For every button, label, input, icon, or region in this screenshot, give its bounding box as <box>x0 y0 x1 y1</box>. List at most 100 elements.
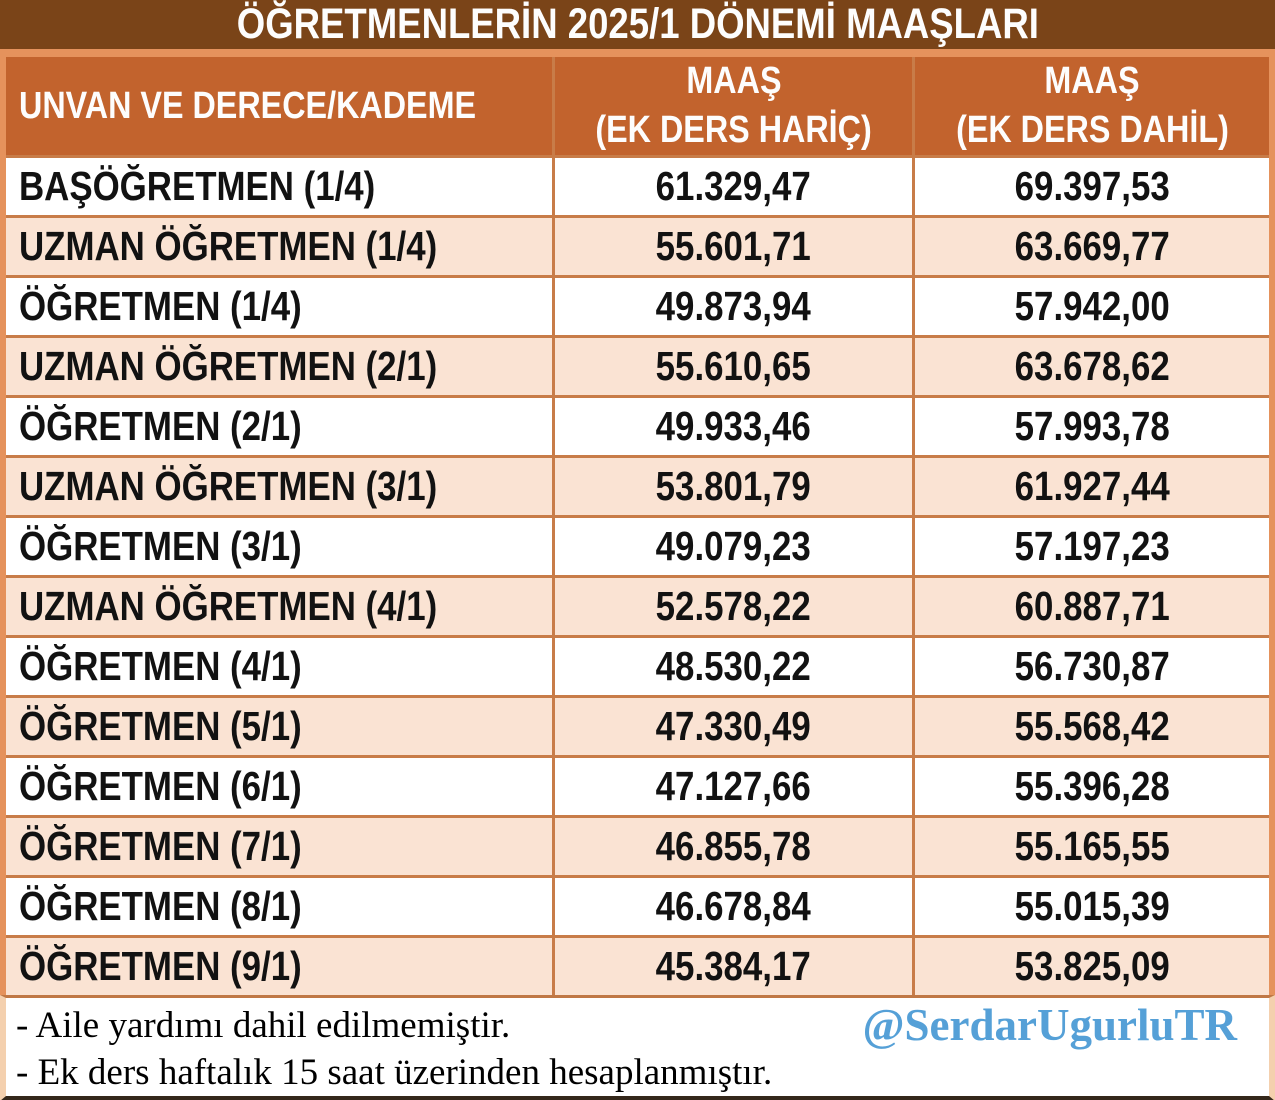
maas-haric-value: 46.678,84 <box>655 883 812 929</box>
table-row: ÖĞRETMEN (1/4) 49.873,94 57.942,00 <box>6 275 1269 335</box>
maas-haric-value: 48.530,22 <box>655 643 812 689</box>
table-row: UZMAN ÖĞRETMEN (2/1) 55.610,65 63.678,62 <box>6 335 1269 395</box>
unvan-cell: ÖĞRETMEN (9/1) <box>6 938 552 995</box>
unvan-cell: UZMAN ÖĞRETMEN (2/1) <box>6 338 552 395</box>
unvan-value: ÖĞRETMEN (6/1) <box>19 763 302 809</box>
maas-dahil-cell: 57.942,00 <box>912 278 1269 335</box>
maas-dahil-line1: MAAŞ <box>1044 60 1140 103</box>
unvan-value: UZMAN ÖĞRETMEN (4/1) <box>19 583 438 629</box>
maas-dahil-value: 55.165,55 <box>1014 823 1170 869</box>
maas-dahil-cell: 55.396,28 <box>912 758 1269 815</box>
maas-haric-cell: 49.873,94 <box>552 278 912 335</box>
maas-dahil-cell: 63.678,62 <box>912 338 1269 395</box>
unvan-value: ÖĞRETMEN (7/1) <box>19 823 302 869</box>
note-ek-ders: - Ek ders haftalık 15 saat üzerinden hes… <box>16 1052 773 1093</box>
unvan-cell: ÖĞRETMEN (4/1) <box>6 638 552 695</box>
unvan-value: UZMAN ÖĞRETMEN (1/4) <box>19 223 438 269</box>
maas-dahil-value: 61.927,44 <box>1014 463 1170 509</box>
footer-line-2: - Ek ders haftalık 15 saat üzerinden hes… <box>16 1051 1259 1094</box>
unvan-cell: UZMAN ÖĞRETMEN (3/1) <box>6 458 552 515</box>
maas-dahil-cell: 63.669,77 <box>912 218 1269 275</box>
maas-haric-cell: 49.933,46 <box>552 398 912 455</box>
table-row: UZMAN ÖĞRETMEN (3/1) 53.801,79 61.927,44 <box>6 455 1269 515</box>
table-row: ÖĞRETMEN (7/1) 46.855,78 55.165,55 <box>6 815 1269 875</box>
unvan-value: UZMAN ÖĞRETMEN (3/1) <box>19 463 438 509</box>
unvan-value: ÖĞRETMEN (9/1) <box>19 943 302 989</box>
maas-haric-value: 61.329,47 <box>655 163 812 209</box>
maas-dahil-cell: 57.993,78 <box>912 398 1269 455</box>
maas-haric-cell: 47.330,49 <box>552 698 912 755</box>
column-header-maas-dahil: MAAŞ (EK DERS DAHİL) <box>912 57 1269 155</box>
maas-dahil-value: 56.730,87 <box>1014 643 1170 689</box>
unvan-cell: BAŞÖĞRETMEN (1/4) <box>6 158 552 215</box>
unvan-cell: ÖĞRETMEN (7/1) <box>6 818 552 875</box>
maas-dahil-value: 53.825,09 <box>1014 943 1170 989</box>
maas-dahil-line2: (EK DERS DAHİL) <box>955 109 1229 151</box>
maas-dahil-cell: 55.015,39 <box>912 878 1269 935</box>
note-family-allowance: - Aile yardımı dahil edilmemiştir. <box>16 1004 511 1046</box>
unvan-value: ÖĞRETMEN (4/1) <box>19 643 302 689</box>
maas-haric-cell: 48.530,22 <box>552 638 912 695</box>
maas-haric-value: 52.578,22 <box>655 583 812 629</box>
unvan-value: ÖĞRETMEN (1/4) <box>19 283 302 329</box>
table-row: ÖĞRETMEN (5/1) 47.330,49 55.568,42 <box>6 695 1269 755</box>
unvan-value: ÖĞRETMEN (3/1) <box>19 523 302 569</box>
unvan-value: ÖĞRETMEN (5/1) <box>19 703 302 749</box>
maas-dahil-value: 55.015,39 <box>1014 883 1170 929</box>
table-row: UZMAN ÖĞRETMEN (4/1) 52.578,22 60.887,71 <box>6 575 1269 635</box>
maas-dahil-value: 57.197,23 <box>1014 523 1170 569</box>
maas-haric-cell: 46.678,84 <box>552 878 912 935</box>
table-row: ÖĞRETMEN (6/1) 47.127,66 55.396,28 <box>6 755 1269 815</box>
maas-dahil-cell: 56.730,87 <box>912 638 1269 695</box>
maas-haric-cell: 55.601,71 <box>552 218 912 275</box>
maas-dahil-value: 55.396,28 <box>1014 763 1170 809</box>
maas-haric-value: 45.384,17 <box>655 943 812 989</box>
table-row: ÖĞRETMEN (3/1) 49.079,23 57.197,23 <box>6 515 1269 575</box>
maas-haric-value: 49.079,23 <box>655 523 812 569</box>
maas-haric-cell: 61.329,47 <box>552 158 912 215</box>
maas-haric-cell: 52.578,22 <box>552 578 912 635</box>
maas-dahil-cell: 53.825,09 <box>912 938 1269 995</box>
table-title-bar: ÖĞRETMENLERİN 2025/1 DÖNEMİ MAAŞLARI <box>0 0 1275 57</box>
twitter-handle: @SerdarUgurluTR <box>862 1000 1237 1050</box>
maas-dahil-cell: 61.927,44 <box>912 458 1269 515</box>
maas-dahil-cell: 69.397,53 <box>912 158 1269 215</box>
maas-haric-line2: (EK DERS HARİÇ) <box>595 109 872 151</box>
maas-dahil-value: 57.942,00 <box>1014 283 1170 329</box>
page-title: ÖĞRETMENLERİN 2025/1 DÖNEMİ MAAŞLARI <box>236 0 1039 48</box>
maas-haric-value: 47.330,49 <box>655 703 812 749</box>
unvan-cell: ÖĞRETMEN (1/4) <box>6 278 552 335</box>
maas-haric-value: 46.855,78 <box>655 823 812 869</box>
maas-haric-value: 49.873,94 <box>655 283 812 329</box>
maas-dahil-cell: 55.165,55 <box>912 818 1269 875</box>
column-header-maas-haric: MAAŞ (EK DERS HARİÇ) <box>552 57 912 155</box>
unvan-cell: UZMAN ÖĞRETMEN (4/1) <box>6 578 552 635</box>
salary-table: UNVAN VE DERECE/KADEME MAAŞ (EK DERS HAR… <box>0 57 1275 995</box>
unvan-cell: ÖĞRETMEN (3/1) <box>6 518 552 575</box>
header-row: UNVAN VE DERECE/KADEME MAAŞ (EK DERS HAR… <box>6 57 1269 155</box>
table-row: UZMAN ÖĞRETMEN (1/4) 55.601,71 63.669,77 <box>6 215 1269 275</box>
unvan-value: BAŞÖĞRETMEN (1/4) <box>19 163 376 209</box>
maas-haric-line1: MAAŞ <box>685 60 782 103</box>
maas-dahil-value: 60.887,71 <box>1014 583 1170 629</box>
unvan-cell: UZMAN ÖĞRETMEN (1/4) <box>6 218 552 275</box>
maas-haric-cell: 53.801,79 <box>552 458 912 515</box>
maas-haric-value: 53.801,79 <box>655 463 812 509</box>
unvan-cell: ÖĞRETMEN (8/1) <box>6 878 552 935</box>
maas-haric-value: 49.933,46 <box>655 403 812 449</box>
maas-haric-value: 55.601,71 <box>655 223 812 269</box>
column-header-unvan: UNVAN VE DERECE/KADEME <box>6 57 552 155</box>
maas-dahil-value: 63.669,77 <box>1014 223 1170 269</box>
footer-line-1: - Aile yardımı dahil edilmemiştir. @Serd… <box>16 999 1259 1051</box>
table-row: ÖĞRETMEN (9/1) 45.384,17 53.825,09 <box>6 935 1269 995</box>
table-row: ÖĞRETMEN (4/1) 48.530,22 56.730,87 <box>6 635 1269 695</box>
maas-haric-cell: 49.079,23 <box>552 518 912 575</box>
footer-notes: - Aile yardımı dahil edilmemiştir. @Serd… <box>0 995 1275 1100</box>
maas-dahil-cell: 57.197,23 <box>912 518 1269 575</box>
maas-haric-cell: 47.127,66 <box>552 758 912 815</box>
maas-haric-cell: 45.384,17 <box>552 938 912 995</box>
maas-dahil-cell: 60.887,71 <box>912 578 1269 635</box>
table-row: ÖĞRETMEN (8/1) 46.678,84 55.015,39 <box>6 875 1269 935</box>
maas-haric-value: 55.610,65 <box>655 343 812 389</box>
